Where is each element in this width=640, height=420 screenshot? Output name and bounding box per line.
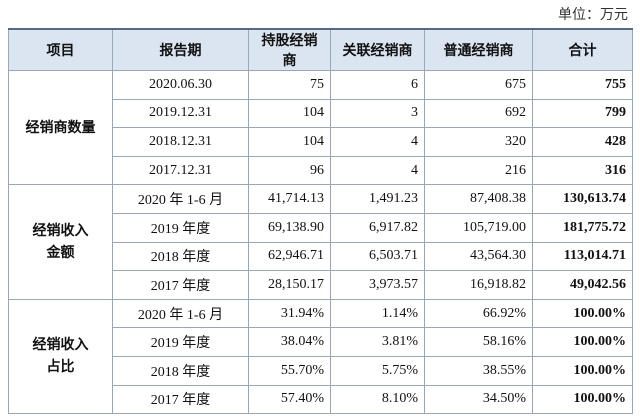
value-cell: 69,138.90	[248, 212, 331, 243]
total-cell: 100.00%	[532, 327, 633, 357]
table-row: 经销收入 金额 2020 年 1-6 月 41,714.13 1,491.23 87,40…	[8, 184, 633, 300]
period-cell: 2020 年 1-6 月	[112, 298, 249, 329]
value-cell: 43,564.30	[424, 241, 533, 272]
period-cell: 2019.12.31	[112, 98, 249, 129]
group-label: 经销收入 占比	[8, 298, 113, 415]
table-body: 经销商数量 2020.06.30 75 6 675 755 2019.12.31 104 3 69…	[8, 69, 633, 415]
group-label-line: 占比	[46, 359, 75, 376]
table-row: 经销收入 占比 2020 年 1-6 月 31.94% 1.14% 66.92% 100.0…	[8, 298, 633, 415]
value-cell: 58.16%	[424, 327, 533, 357]
total-cell: 100.00%	[532, 355, 633, 386]
header-row: 项目 报告期 持股经销商 关联经销商 普通经销商 合计	[8, 28, 633, 71]
period-cell: 2017 年度	[112, 384, 249, 415]
value-cell: 6,917.82	[330, 212, 425, 243]
value-cell: 8.10%	[330, 384, 425, 415]
value-cell: 3	[330, 98, 425, 129]
value-cell: 62,946.71	[248, 241, 331, 272]
value-cell: 34.50%	[424, 384, 533, 415]
value-cell: 96	[248, 155, 331, 186]
value-cell: 66.92%	[424, 298, 533, 329]
period-cell: 2018 年度	[112, 355, 249, 386]
header-cell: 关联经销商	[330, 28, 425, 71]
period-cell: 2020 年 1-6 月	[112, 184, 249, 214]
table-row: 2019 年度 38.04% 3.81% 58.16% 100.00%	[9, 327, 633, 357]
data-table: 项目 报告期 持股经销商 关联经销商 普通经销商 合计 经销商数量 2020.06.30 75…	[8, 28, 633, 415]
value-cell: 4	[330, 155, 425, 186]
value-cell: 4	[330, 127, 425, 157]
group-label-line: 经销收入	[32, 223, 89, 240]
total-cell: 100.00%	[532, 384, 633, 415]
group-label: 经销收入 金额	[8, 184, 113, 300]
value-cell: 28,150.17	[248, 270, 331, 300]
value-cell: 216	[424, 155, 533, 186]
total-cell: 130,613.74	[532, 184, 633, 214]
value-cell: 104	[248, 98, 331, 129]
period-cell: 2019 年度	[112, 212, 249, 243]
total-cell: 799	[532, 98, 633, 129]
total-cell: 316	[532, 155, 633, 186]
group-label: 经销商数量	[8, 69, 113, 186]
table-row: 2018 年度 55.70% 5.75% 38.55% 100.00%	[9, 355, 633, 386]
header-cell: 合计	[532, 28, 633, 71]
total-cell: 113,014.71	[532, 241, 633, 272]
value-cell: 3.81%	[330, 327, 425, 357]
value-cell: 55.70%	[248, 355, 331, 386]
value-cell: 87,408.38	[424, 184, 533, 214]
value-cell: 1,491.23	[330, 184, 425, 214]
header-cell: 普通经销商	[424, 28, 533, 71]
unit-note: 单位：万元	[558, 7, 628, 23]
value-cell: 31.94%	[248, 298, 331, 329]
header-cell: 报告期	[112, 28, 249, 71]
period-cell: 2017 年度	[112, 270, 249, 300]
value-cell: 5.75%	[330, 355, 425, 386]
total-cell: 428	[532, 127, 633, 157]
period-cell: 2018.12.31	[112, 127, 249, 157]
value-cell: 1.14%	[330, 298, 425, 329]
value-cell: 75	[248, 70, 331, 100]
table-row: 2019 年度 69,138.90 6,917.82 105,719.00 181,77…	[9, 212, 633, 243]
total-cell: 181,775.72	[532, 212, 633, 243]
value-cell: 41,714.13	[248, 184, 331, 214]
value-cell: 320	[424, 127, 533, 157]
value-cell: 3,973.57	[330, 270, 425, 300]
value-cell: 57.40%	[248, 384, 331, 415]
value-cell: 675	[424, 70, 533, 100]
period-cell: 2020.06.30	[112, 70, 249, 100]
value-cell: 16,918.82	[424, 270, 533, 300]
table-row: 经销商数量 2020.06.30 75 6 675 755	[8, 69, 633, 186]
period-cell: 2018 年度	[112, 241, 249, 272]
value-cell: 38.04%	[248, 327, 331, 357]
header-cell: 项目	[8, 28, 113, 71]
value-cell: 6	[330, 70, 425, 100]
value-cell: 104	[248, 127, 331, 157]
table-row: 2017 年度 57.40% 8.10% 34.50% 100.00%	[9, 384, 633, 415]
table-row: 2017.12.31 96 4 216 316	[9, 155, 633, 186]
group-label-line: 经销收入	[32, 337, 89, 354]
total-cell: 49,042.56	[532, 270, 633, 300]
value-cell: 692	[424, 98, 533, 129]
value-cell: 6,503.71	[330, 241, 425, 272]
period-cell: 2019 年度	[112, 327, 249, 357]
header-cell: 持股经销商	[248, 28, 331, 71]
group-label-line: 金额	[46, 245, 75, 262]
group-label-line: 经销商数量	[25, 119, 96, 136]
table-row: 2018.12.31 104 4 320 428	[9, 127, 633, 157]
total-cell: 100.00%	[532, 298, 633, 329]
total-cell: 755	[532, 70, 633, 100]
value-cell: 38.55%	[424, 355, 533, 386]
period-cell: 2017.12.31	[112, 155, 249, 186]
table-row: 2019.12.31 104 3 692 799	[9, 98, 633, 129]
value-cell: 105,719.00	[424, 212, 533, 243]
